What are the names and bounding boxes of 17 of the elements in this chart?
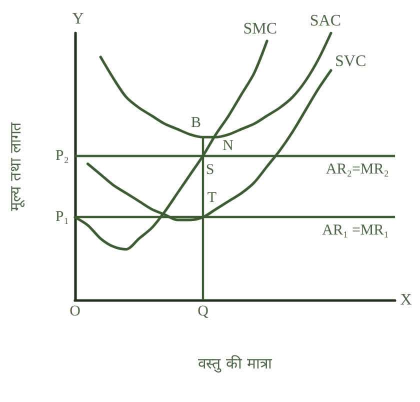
annotation: B (190, 115, 202, 132)
series-label: SAC (310, 12, 341, 30)
x-axis-title: वस्तु की मात्रा (198, 354, 273, 374)
text: X (400, 292, 412, 308)
annotation: T (207, 190, 217, 206)
annotation: P₁ (55, 209, 69, 226)
ref-line-label: AR₂=MR₂ (326, 161, 389, 178)
annotation: P₂ (55, 148, 69, 164)
y-axis-title: मूल्य तथा लागत (6, 122, 26, 211)
annotation: N (222, 138, 234, 154)
annotation: S (206, 162, 214, 178)
series-label: SVC (335, 52, 366, 70)
x-tick-label: Q (198, 304, 209, 320)
x-tick-label: O (70, 304, 81, 320)
text: Y (72, 10, 84, 28)
ref-line-label: AR₁ =MR₁ (322, 222, 389, 239)
series-label: SMC (243, 20, 277, 38)
